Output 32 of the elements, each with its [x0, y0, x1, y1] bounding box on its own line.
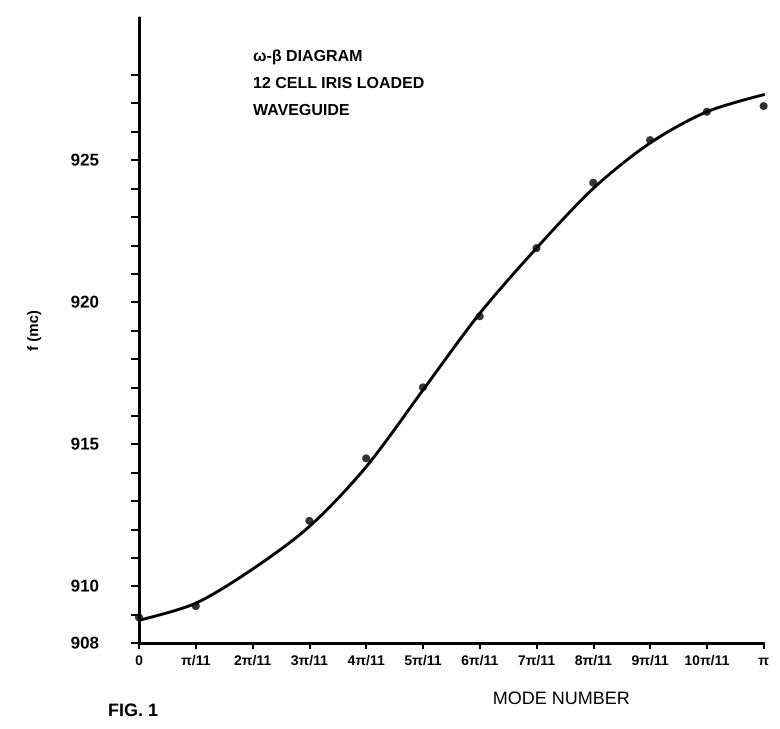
point	[192, 602, 200, 610]
point	[476, 312, 484, 320]
point	[135, 613, 143, 622]
x-tick-label: 0	[135, 652, 144, 668]
point	[418, 383, 427, 392]
x-tick-label: 6π/11	[461, 652, 499, 668]
y-tick-label: 925	[70, 150, 99, 170]
x-tick-label: 7π/11	[518, 652, 556, 668]
point	[589, 178, 598, 187]
x-axis-title: MODE NUMBER	[492, 688, 630, 708]
y-tick-label: 915	[70, 434, 99, 454]
x-tick-label: 2π/11	[234, 652, 272, 668]
caption: FIG. 1	[108, 700, 158, 720]
y-tick-label: 920	[70, 292, 99, 312]
point	[362, 454, 370, 462]
x-tick-label: π/11	[181, 652, 211, 668]
text: ω-β DIAGRAM 12 CELL IRIS LOADED WAVEGUIDE	[253, 48, 424, 119]
x-tick-label: 3π/11	[290, 652, 328, 668]
point	[646, 136, 654, 144]
x-tick-label: 4π/11	[348, 652, 385, 668]
x-tick-label: 5π/11	[404, 652, 442, 668]
point	[305, 516, 314, 525]
y-tick-label: 908	[70, 634, 99, 652]
point	[760, 102, 768, 110]
point	[532, 244, 540, 252]
x-tick-label: 8π/11	[574, 652, 612, 668]
x-tick-label: 10π/11	[684, 652, 730, 668]
x-tick-label: 9π/11	[631, 652, 669, 668]
y-axis-title: f (mc)	[25, 310, 42, 351]
x-tick-label: π	[758, 652, 770, 668]
y-tick-label: 910	[70, 576, 99, 596]
point	[702, 108, 711, 116]
